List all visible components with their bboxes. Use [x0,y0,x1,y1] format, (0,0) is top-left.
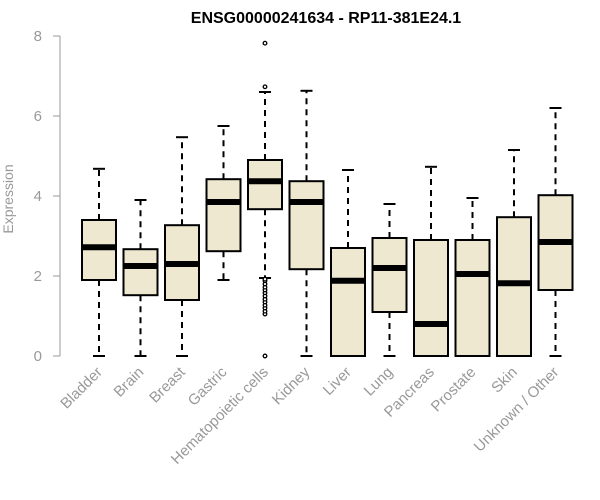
box-body [454,239,491,357]
box-12 [537,107,574,357]
x-tick-label: Skin [488,364,521,397]
y-tick-label: 4 [34,188,42,205]
box-1 [81,167,117,357]
box-5 [247,40,283,359]
box-6 [288,89,325,357]
chart-title: ENSG00000241634 - RP11-381E24.1 [191,10,462,27]
x-tick-label: Lung [361,364,397,400]
x-tick-label: Bladder [57,364,106,413]
box-series [81,40,574,359]
x-tick-label: Brain [111,364,148,401]
outlier-point [262,276,268,282]
x-tick-label: Breast [146,363,189,406]
box-body [288,180,325,271]
box-7 [330,169,366,357]
box-body [247,159,283,211]
y-tick-label: 0 [34,348,42,365]
box-body [413,239,449,357]
y-tick-label: 6 [34,108,42,125]
box-body [330,247,366,357]
box-body [122,248,159,297]
outlier-point [262,40,268,46]
x-tick-label: Kidney [269,363,314,408]
box-10 [454,197,491,357]
box-9 [413,165,449,357]
y-axis-label: Expression [0,164,16,233]
box-4 [205,125,242,281]
y-tick-label: 8 [34,28,42,45]
outlier-point [262,84,268,90]
box-11 [496,149,532,357]
box-2 [122,199,159,357]
y-tick-label: 2 [34,268,42,285]
box-8 [371,203,408,357]
x-tick-label: Liver [320,364,355,399]
box-body [371,237,408,313]
outlier-point [262,353,268,359]
x-tick-label: Prostate [428,364,480,416]
y-axis: 0 2 4 6 8 [34,28,61,365]
box-body [496,216,532,357]
box-3 [164,136,200,357]
box-body [205,178,242,253]
